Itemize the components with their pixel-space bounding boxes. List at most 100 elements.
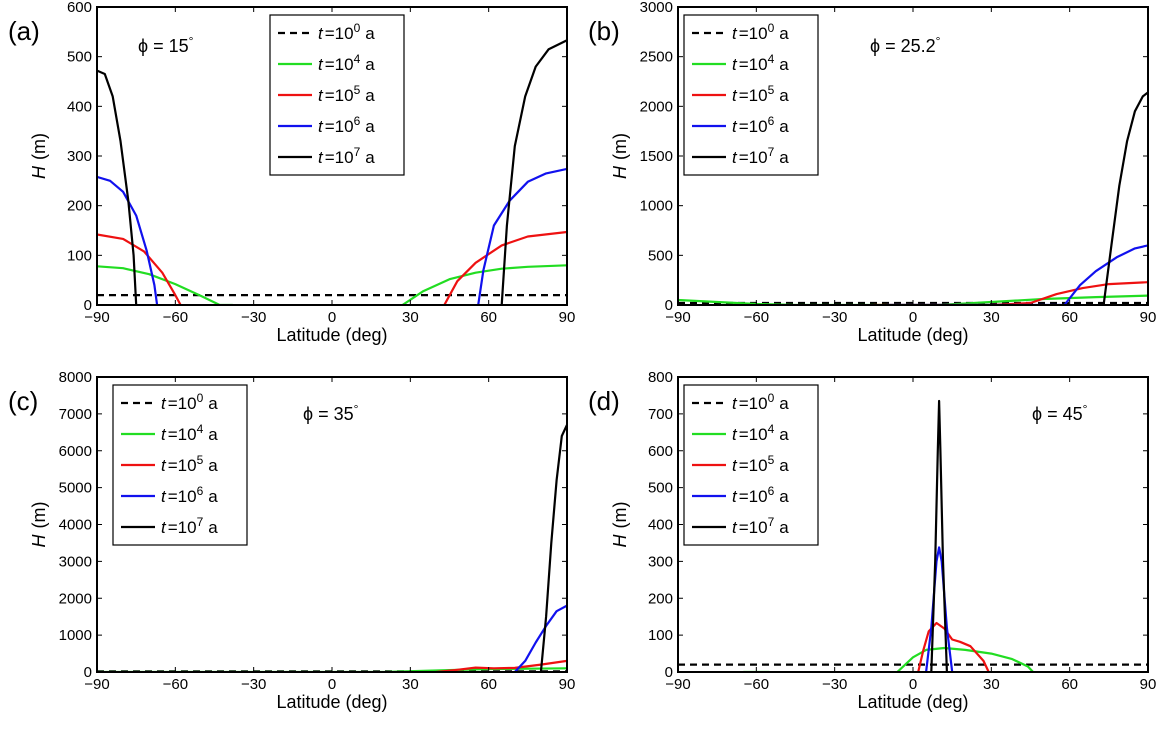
series-line-3 bbox=[886, 244, 1148, 305]
y-tick-label: 300 bbox=[648, 553, 673, 570]
y-tick-label: 700 bbox=[648, 406, 673, 423]
y-tick-label: 500 bbox=[648, 247, 673, 264]
series-line-7 bbox=[97, 69, 138, 305]
x-tick-label: −90 bbox=[84, 309, 109, 326]
x-tick-label: 90 bbox=[1140, 676, 1157, 693]
x-tick-label: −30 bbox=[822, 309, 847, 326]
y-tick-label: 2000 bbox=[59, 590, 92, 607]
y-axis-label: H(m) bbox=[29, 502, 49, 548]
x-tick-label: 30 bbox=[402, 309, 419, 326]
legend-label: t =104 a bbox=[732, 422, 789, 444]
series-line-3 bbox=[513, 604, 567, 672]
y-tick-label: 500 bbox=[67, 49, 92, 66]
y-tick-label: 400 bbox=[67, 98, 92, 115]
y-tick-label: 2500 bbox=[640, 49, 673, 66]
y-tick-label: 600 bbox=[648, 443, 673, 460]
x-tick-label: 90 bbox=[1140, 309, 1157, 326]
x-tick-label: −90 bbox=[665, 309, 690, 326]
x-tick-label: 0 bbox=[328, 309, 336, 326]
series-line-6 bbox=[477, 167, 567, 305]
legend-label: t =104 a bbox=[318, 52, 375, 74]
y-axis-label: H(m) bbox=[610, 502, 630, 548]
y-axis-label: H(m) bbox=[610, 133, 630, 179]
legend-label: t =100 a bbox=[732, 391, 789, 413]
legend: t =100 a t =104 a t =105 a t =106 a t =107 a bbox=[269, 14, 405, 176]
legend: t =100 a t =104 a t =105 a t =106 a t =107 a bbox=[112, 384, 248, 546]
y-tick-label: 600 bbox=[67, 0, 92, 16]
legend-label: t =106 a bbox=[732, 114, 789, 136]
series-line-5 bbox=[930, 399, 948, 672]
series-line-5 bbox=[97, 175, 159, 305]
y-tick-label: 6000 bbox=[59, 443, 92, 460]
series-line-2 bbox=[873, 281, 1148, 305]
legend-label: t =104 a bbox=[732, 52, 789, 74]
x-axis-label: Latitude (deg) bbox=[857, 692, 968, 712]
series-line-3 bbox=[97, 233, 182, 305]
phi-annotation: ϕ = 35° bbox=[303, 402, 359, 424]
x-tick-label: 60 bbox=[1061, 676, 1078, 693]
x-tick-label: −60 bbox=[744, 676, 769, 693]
x-tick-label: 60 bbox=[1061, 309, 1078, 326]
x-tick-label: −90 bbox=[84, 676, 109, 693]
y-tick-label: 0 bbox=[665, 664, 673, 681]
x-tick-label: −90 bbox=[665, 676, 690, 693]
x-tick-label: 90 bbox=[559, 676, 576, 693]
panel-label: (a) bbox=[8, 16, 40, 46]
legend: t =100 a t =104 a t =105 a t =106 a t =107 a bbox=[683, 384, 819, 546]
legend-label: t =107 a bbox=[732, 145, 789, 167]
x-tick-label: 60 bbox=[480, 676, 497, 693]
legend-label: t =104 a bbox=[161, 422, 218, 444]
panel-a: −90 −60 −30 0 30 60 90 0 100 200 300 400 500 600 Latit… bbox=[8, 0, 575, 345]
y-tick-label: 1000 bbox=[640, 198, 673, 215]
y-tick-label: 100 bbox=[67, 247, 92, 264]
y-tick-label: 2000 bbox=[640, 98, 673, 115]
x-axis-label: Latitude (deg) bbox=[857, 325, 968, 345]
y-tick-label: 1500 bbox=[640, 148, 673, 165]
y-tick-label: 1000 bbox=[59, 627, 92, 644]
legend-label: t =105 a bbox=[161, 453, 218, 475]
panel-label: (d) bbox=[588, 386, 620, 416]
panel-b: −90 −60 −30 0 30 60 90 0 500 1000 1500 2000 2500 3000… bbox=[588, 0, 1156, 345]
x-tick-label: −60 bbox=[163, 309, 188, 326]
legend-label: t =107 a bbox=[161, 515, 218, 537]
series-group bbox=[97, 39, 567, 305]
legend-label: t =100 a bbox=[732, 21, 789, 43]
y-tick-label: 8000 bbox=[59, 369, 92, 386]
y-tick-label: 0 bbox=[84, 664, 92, 681]
x-tick-label: 60 bbox=[480, 309, 497, 326]
phi-annotation: ϕ = 15° bbox=[138, 34, 194, 56]
x-tick-label: 0 bbox=[328, 676, 336, 693]
panel-d: −90 −60 −30 0 30 60 90 0 100 200 300 400 500 600 700 80… bbox=[588, 369, 1156, 712]
panel-c: −90 −60 −30 0 30 60 90 0 1000 2000 3000 4000 5000 600… bbox=[8, 369, 575, 712]
x-tick-label: −60 bbox=[744, 309, 769, 326]
series-line-4 bbox=[539, 424, 567, 672]
y-tick-label: 0 bbox=[665, 297, 673, 314]
legend-label: t =100 a bbox=[161, 391, 218, 413]
series-line-4 bbox=[1102, 91, 1148, 305]
y-tick-label: 4000 bbox=[59, 517, 92, 534]
phi-annotation: ϕ = 25.2° bbox=[870, 34, 941, 56]
x-tick-label: −30 bbox=[822, 676, 847, 693]
legend-label: t =105 a bbox=[732, 453, 789, 475]
panel-label: (b) bbox=[588, 16, 620, 46]
series-line-4 bbox=[925, 546, 954, 672]
legend-label: t =107 a bbox=[318, 145, 375, 167]
x-axis-label: Latitude (deg) bbox=[276, 692, 387, 712]
x-axis-label: Latitude (deg) bbox=[276, 325, 387, 345]
legend-label: t =105 a bbox=[732, 83, 789, 105]
x-tick-label: 90 bbox=[559, 309, 576, 326]
phi-annotation: ϕ = 45° bbox=[1032, 402, 1088, 424]
series-line-1 bbox=[97, 265, 233, 305]
series-line-2 bbox=[401, 264, 567, 305]
y-tick-label: 500 bbox=[648, 480, 673, 497]
y-tick-label: 300 bbox=[67, 148, 92, 165]
y-axis-label: H(m) bbox=[29, 133, 49, 179]
x-tick-label: 30 bbox=[983, 309, 1000, 326]
legend: t =100 a t =104 a t =105 a t =106 a t =107 a bbox=[683, 14, 819, 176]
x-tick-label: 30 bbox=[402, 676, 419, 693]
series-line-1 bbox=[896, 646, 1034, 672]
legend-label: t =105 a bbox=[318, 83, 375, 105]
y-tick-label: 7000 bbox=[59, 406, 92, 423]
y-tick-label: 200 bbox=[67, 198, 92, 215]
